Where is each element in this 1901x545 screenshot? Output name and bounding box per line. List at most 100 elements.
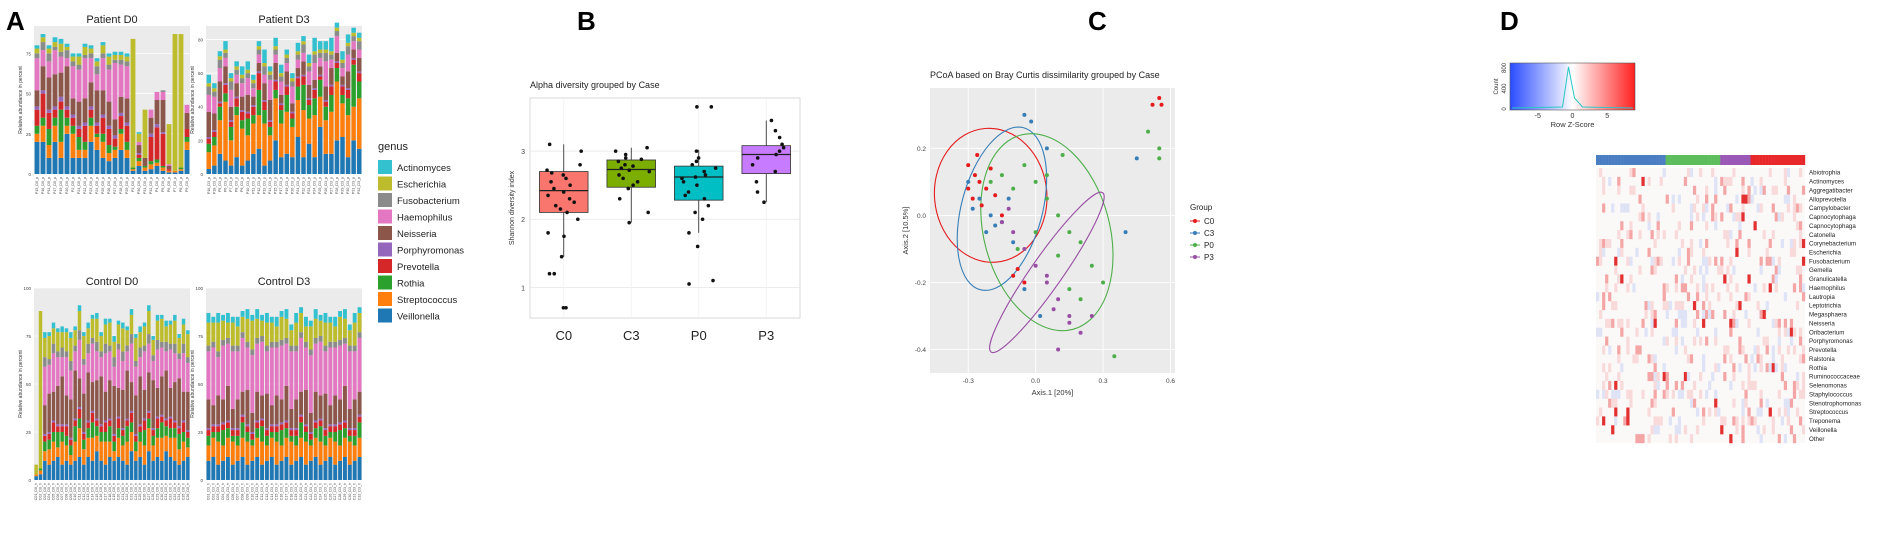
point-c0 bbox=[1022, 280, 1027, 285]
bar-segment-rothia bbox=[245, 432, 250, 442]
heatmap-cell bbox=[1671, 203, 1675, 213]
heatmap-cell bbox=[1795, 265, 1800, 275]
bar-segment-prevotella bbox=[34, 109, 40, 126]
bar-segment-rothia bbox=[76, 137, 82, 150]
column-sidebar-cell-p0 bbox=[1732, 155, 1736, 165]
heatmap-cell bbox=[1711, 372, 1715, 382]
heatmap-cell bbox=[1771, 416, 1775, 426]
heatmap-cell bbox=[1665, 194, 1669, 204]
bar-segment-neisseria bbox=[284, 71, 290, 85]
bar-segment-prevotella bbox=[103, 422, 108, 432]
heatmap-cell bbox=[1689, 238, 1694, 249]
bar-segment-haemophilus bbox=[147, 343, 151, 373]
heatmap-cell bbox=[1653, 309, 1657, 320]
bar-segment-escherichia bbox=[284, 54, 290, 58]
x-tick-label: C12_D3_h bbox=[260, 483, 264, 500]
data-point-c3 bbox=[645, 145, 649, 150]
heatmap-cell bbox=[1605, 318, 1609, 328]
bar-segment-fusobacterium bbox=[73, 345, 77, 352]
bar-segment-neisseria bbox=[173, 382, 177, 421]
data-point-p3 bbox=[769, 118, 774, 123]
bar-segment-fusobacterium bbox=[334, 31, 340, 37]
bar-segment-prevotella bbox=[245, 426, 250, 432]
bar-segment-escherichia bbox=[116, 324, 121, 344]
point-p0 bbox=[1157, 156, 1162, 161]
heatmap-cell bbox=[1801, 292, 1806, 302]
bar-segment-haemophilus bbox=[73, 351, 77, 371]
bar-segment-escherichia bbox=[46, 48, 52, 54]
bar-segment-veillonella bbox=[130, 170, 136, 174]
point-p3 bbox=[1033, 263, 1038, 268]
legend-swatch-neisseria bbox=[378, 226, 392, 240]
x-tick-label: C02_D3_h bbox=[211, 483, 215, 500]
bar-segment-prevotella bbox=[347, 430, 352, 436]
bar-segment-actinomyces bbox=[251, 74, 256, 80]
bar-segment-neisseria bbox=[160, 100, 166, 133]
x-tick-label: C07_D3_h bbox=[236, 483, 240, 500]
heatmap-cell bbox=[1708, 256, 1712, 266]
bar-segment-neisseria bbox=[260, 395, 265, 419]
bar-segment-haemophilus bbox=[60, 357, 64, 377]
point-p3 bbox=[1044, 280, 1049, 285]
bar-segment-streptococcus bbox=[357, 437, 362, 457]
bar-segment-escherichia bbox=[234, 66, 239, 70]
row-label: Fusobacterium bbox=[1809, 258, 1850, 265]
heatmap-cell bbox=[1714, 407, 1718, 417]
heatmap-cell bbox=[1798, 203, 1803, 213]
bar-segment-neisseria bbox=[69, 399, 73, 438]
heatmap-cell bbox=[1744, 309, 1748, 320]
bar-segment-rothia bbox=[352, 435, 357, 446]
bar-segment-haemophilus bbox=[340, 68, 345, 77]
heatmap-cell bbox=[1732, 416, 1736, 426]
bar-segment-neisseria bbox=[88, 82, 94, 107]
bar-segment-prevotella bbox=[289, 430, 294, 436]
legend-label-c0: C0 bbox=[1204, 217, 1215, 226]
bar-segment-streptococcus bbox=[186, 447, 190, 457]
point-c0 bbox=[999, 213, 1004, 218]
heatmap-cell bbox=[1698, 336, 1703, 346]
heatmap-cell bbox=[1705, 309, 1709, 320]
column-sidebar-cell-p0 bbox=[1720, 155, 1724, 165]
point-p0 bbox=[1044, 196, 1049, 201]
x-tick-label: P32_D3_p bbox=[357, 177, 361, 194]
bar-segment-prevotella bbox=[206, 138, 212, 144]
heatmap-cell bbox=[1686, 372, 1691, 382]
heatmap-cell bbox=[1741, 194, 1745, 204]
heatmap-cell bbox=[1677, 247, 1682, 257]
heatmap-cell bbox=[1641, 318, 1645, 328]
x-tick-label: P19_D3_p bbox=[285, 177, 289, 194]
heatmap-cell bbox=[1720, 256, 1724, 266]
bar-segment-haemophilus bbox=[225, 343, 230, 386]
bar-segment-haemophilus bbox=[40, 50, 46, 67]
bar-segment-rothia bbox=[112, 441, 116, 452]
x-tick-label: P3 bbox=[758, 328, 774, 343]
bar-segment-escherichia bbox=[333, 326, 338, 342]
heatmap-cell bbox=[1726, 345, 1730, 355]
point-p3 bbox=[1022, 246, 1027, 251]
heatmap-cell bbox=[1650, 301, 1654, 311]
bar-segment-veillonella bbox=[70, 157, 76, 174]
bar-segment-haemophilus bbox=[295, 59, 301, 69]
bar-segment-prevotella bbox=[76, 128, 82, 137]
bar-segment-rothia bbox=[160, 422, 164, 438]
bar-segment-veillonella bbox=[154, 165, 160, 174]
heatmap-cell bbox=[1741, 380, 1745, 390]
bar-segment-fusobacterium bbox=[284, 57, 290, 63]
heatmap-cell bbox=[1608, 176, 1612, 186]
heatmap-cell bbox=[1692, 336, 1697, 346]
bar-segment-porphyromonas bbox=[303, 424, 308, 427]
bar-segment-rothia bbox=[82, 439, 86, 450]
bar-segment-rothia bbox=[125, 426, 129, 442]
bar-segment-neisseria bbox=[279, 399, 284, 423]
column-sidebar-cell-c0 bbox=[1644, 155, 1648, 165]
heatmap-cell bbox=[1686, 168, 1691, 178]
bar-segment-rothia bbox=[70, 125, 76, 134]
heatmap-cell bbox=[1714, 363, 1718, 373]
bar-segment-porphyromonas bbox=[255, 420, 260, 423]
column-sidebar-cell-c0 bbox=[1656, 155, 1660, 165]
bar-segment-escherichia bbox=[77, 311, 82, 331]
bar-segment-porphyromonas bbox=[260, 418, 265, 421]
x-tick-label: C08_D0_h bbox=[65, 483, 69, 500]
bar-segment-streptococcus bbox=[142, 167, 148, 171]
heatmap-cell bbox=[1638, 345, 1642, 355]
